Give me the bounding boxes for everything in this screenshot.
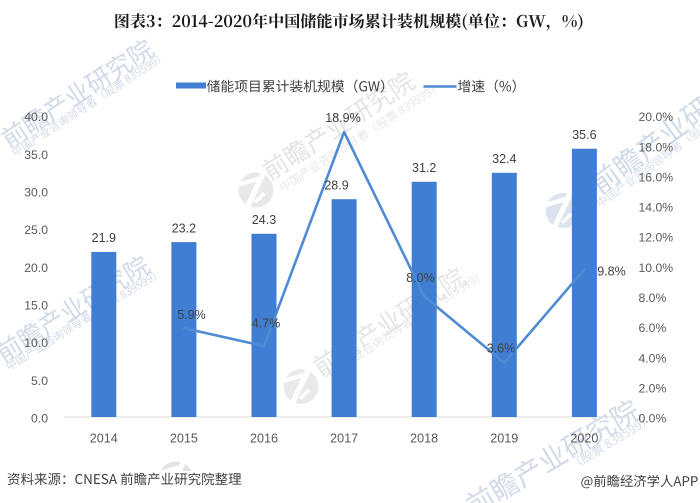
svg-text:12.0%: 12.0% (639, 231, 674, 245)
svg-text:2019: 2019 (490, 431, 518, 445)
svg-text:10.0%: 10.0% (639, 261, 674, 275)
svg-text:0.0%: 0.0% (639, 412, 667, 426)
svg-text:40.0: 40.0 (24, 110, 48, 124)
svg-text:21.9: 21.9 (92, 231, 116, 245)
svg-text:3.6%: 3.6% (487, 342, 516, 356)
svg-text:4.0%: 4.0% (639, 351, 667, 365)
svg-text:32.4: 32.4 (492, 152, 516, 166)
svg-text:15.0: 15.0 (24, 299, 48, 313)
svg-text:20.0: 20.0 (24, 261, 48, 275)
svg-text:31.2: 31.2 (412, 161, 436, 175)
svg-text:24.3: 24.3 (252, 213, 276, 227)
svg-text:2016: 2016 (250, 431, 278, 445)
svg-text:2015: 2015 (170, 431, 198, 445)
svg-text:14.0%: 14.0% (639, 201, 674, 215)
svg-text:16.0%: 16.0% (639, 170, 674, 184)
svg-text:25.0: 25.0 (24, 223, 48, 237)
svg-text:2020: 2020 (570, 431, 598, 445)
svg-text:2017: 2017 (330, 431, 358, 445)
svg-text:5.9%: 5.9% (177, 308, 206, 322)
svg-text:0.0: 0.0 (31, 412, 48, 426)
svg-text:20.0%: 20.0% (639, 110, 674, 124)
svg-text:18.0%: 18.0% (639, 140, 674, 154)
svg-text:2.0%: 2.0% (639, 382, 667, 396)
svg-text:2014: 2014 (90, 431, 118, 445)
svg-text:28.9: 28.9 (324, 178, 348, 192)
svg-text:30.0: 30.0 (24, 186, 48, 200)
svg-text:2018: 2018 (410, 431, 438, 445)
svg-text:8.0%: 8.0% (639, 291, 667, 305)
svg-text:10.0: 10.0 (24, 336, 48, 350)
svg-text:5.0: 5.0 (31, 374, 48, 388)
svg-text:4.7%: 4.7% (252, 317, 281, 331)
svg-text:23.2: 23.2 (172, 221, 196, 235)
svg-text:18.9%: 18.9% (325, 111, 360, 125)
svg-text:8.0%: 8.0% (406, 271, 435, 285)
svg-text:6.0%: 6.0% (639, 321, 667, 335)
svg-text:35.0: 35.0 (24, 148, 48, 162)
svg-text:9.8%: 9.8% (597, 265, 626, 279)
svg-text:35.6: 35.6 (572, 128, 596, 142)
